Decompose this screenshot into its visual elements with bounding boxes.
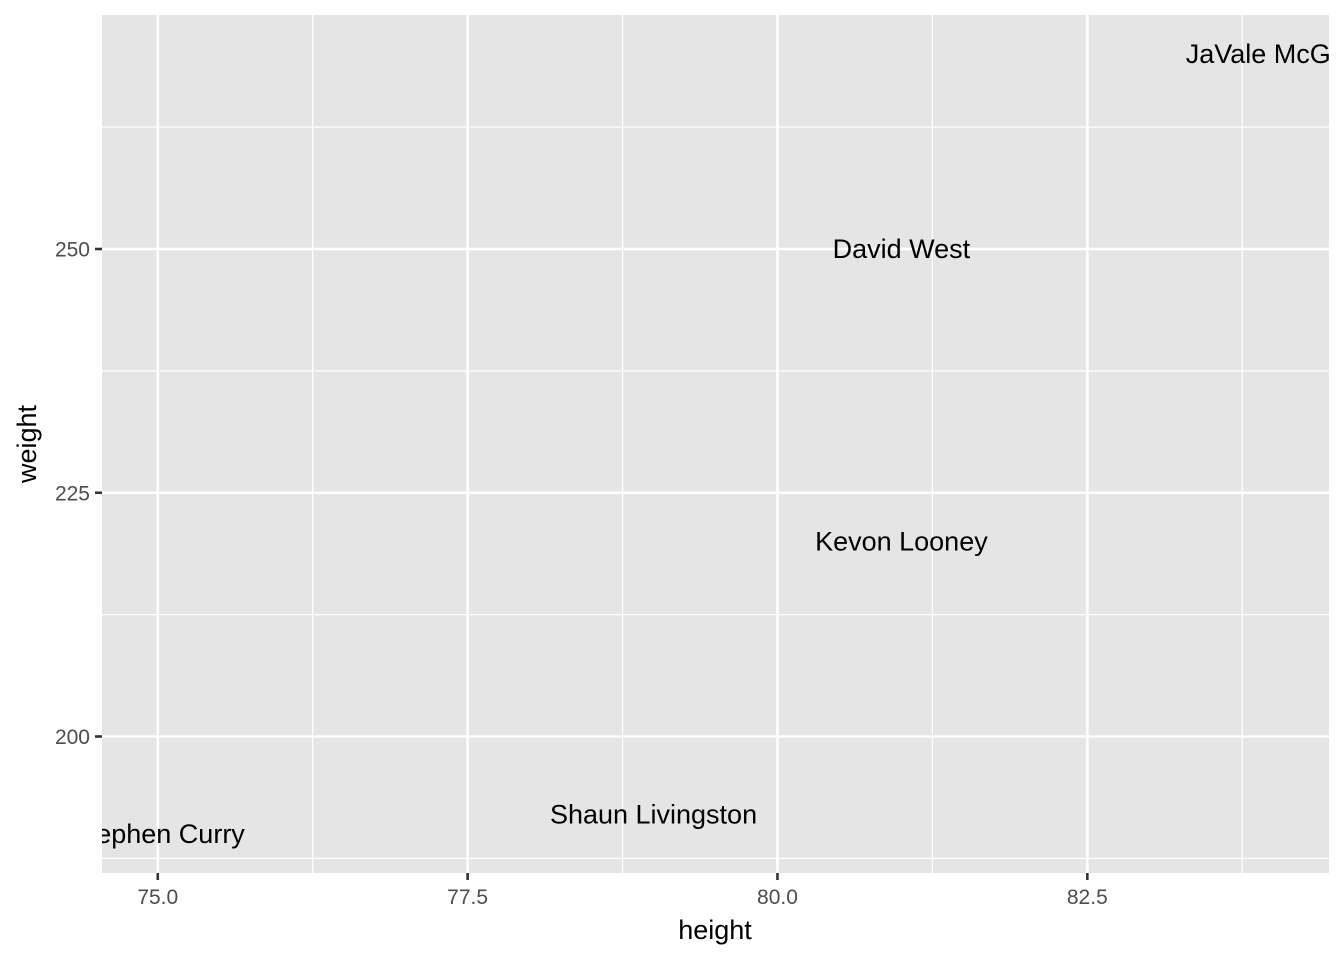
x-tick-label: 75.0 [137,886,178,909]
x-axis-title: height [678,915,752,945]
point-label: Kevon Looney [815,527,988,557]
point-label: Stephen Curry [71,819,246,849]
x-axis: 75.0 77.5 80.0 82.5 [137,873,1108,909]
y-tick-label: 200 [55,726,90,749]
point-label: JaVale McGee [1186,39,1344,69]
x-tick-label: 77.5 [447,886,488,909]
y-axis: 200 225 250 [55,239,102,749]
y-tick-label: 225 [55,482,90,505]
plot-panel [102,15,1329,873]
point-labels: Stephen Curry Shaun Livingston Kevon Loone… [71,39,1344,849]
minor-gridlines [102,15,1329,873]
point-label: David West [833,234,971,264]
major-gridlines [102,15,1329,873]
x-tick-label: 82.5 [1067,886,1108,909]
x-tick-label: 80.0 [757,886,798,909]
point-label: Shaun Livingston [550,800,757,830]
y-axis-title: weight [12,404,42,484]
y-tick-label: 250 [55,239,90,262]
